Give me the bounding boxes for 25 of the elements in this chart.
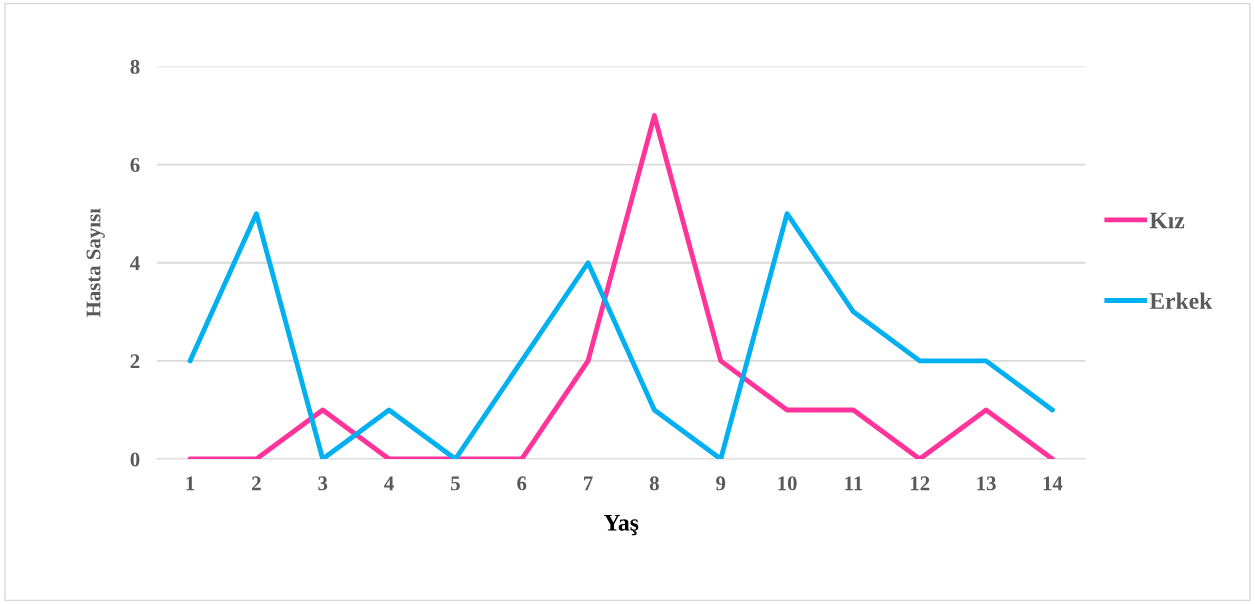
y-tick-label: 6 <box>130 158 140 173</box>
y-tick-label: 8 <box>130 59 140 74</box>
x-axis-title: Yaş <box>603 514 639 536</box>
x-tick-label: 1 <box>186 476 195 491</box>
x-tick-label: 9 <box>716 476 726 491</box>
x-tick-label: 6 <box>517 476 527 491</box>
line-series <box>187 113 1055 460</box>
line-series <box>187 211 1055 460</box>
legend-label: Kız <box>1149 212 1185 229</box>
y-tick-label: 2 <box>130 354 140 369</box>
y-tick-label: 4 <box>130 256 140 270</box>
x-tick-label: 3 <box>318 476 328 491</box>
x-tick-label: 14 <box>1043 476 1063 491</box>
x-tick-label: 13 <box>977 476 996 491</box>
y-tick-label: 0 <box>130 452 140 467</box>
x-tick-label: 5 <box>451 476 460 491</box>
y-axis-title: Hasta Sayısı <box>86 208 105 318</box>
legend-label: Erkek <box>1149 292 1213 309</box>
x-tick-label: 2 <box>252 476 261 491</box>
x-tick-label: 12 <box>910 476 930 491</box>
x-tick-label: 4 <box>384 476 394 491</box>
x-tick-label: 10 <box>778 476 797 491</box>
x-tick-label: 8 <box>649 476 659 491</box>
x-tick-label: 11 <box>845 476 863 491</box>
x-tick-label: 7 <box>584 476 593 491</box>
